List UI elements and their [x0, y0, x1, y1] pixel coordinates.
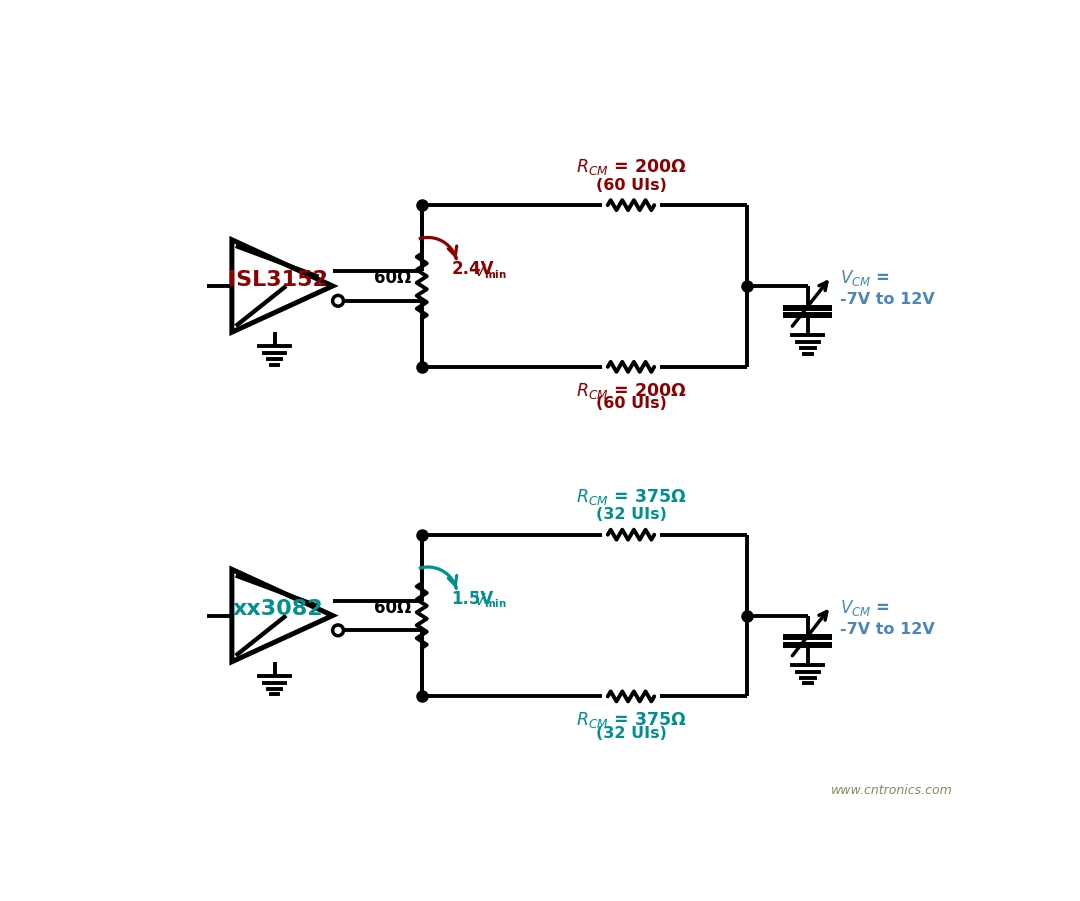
- Text: ISL3152: ISL3152: [229, 269, 328, 290]
- Text: 60Ω: 60Ω: [374, 599, 410, 617]
- Text: $V_{\bf min}$: $V_{\bf min}$: [474, 262, 508, 280]
- Text: (60 UIs): (60 UIs): [595, 177, 666, 193]
- Text: 60Ω: 60Ω: [374, 269, 410, 287]
- Text: 1.5V: 1.5V: [451, 590, 494, 608]
- Text: -7V to 12V: -7V to 12V: [840, 292, 935, 307]
- Text: $V_{\bf min}$: $V_{\bf min}$: [474, 591, 508, 610]
- Text: $V_{CM}$ =: $V_{CM}$ =: [840, 268, 890, 288]
- Text: $R_{CM}$ = 375Ω: $R_{CM}$ = 375Ω: [576, 710, 687, 730]
- Text: $V_{CM}$ =: $V_{CM}$ =: [840, 598, 890, 618]
- Text: (32 UIs): (32 UIs): [595, 507, 666, 523]
- Text: $R_{CM}$ = 200Ω: $R_{CM}$ = 200Ω: [576, 158, 687, 177]
- Text: -7V to 12V: -7V to 12V: [840, 622, 935, 637]
- Text: (60 UIs): (60 UIs): [595, 396, 666, 411]
- Text: $R_{CM}$ = 200Ω: $R_{CM}$ = 200Ω: [576, 381, 687, 401]
- Text: www.cntronics.com: www.cntronics.com: [831, 784, 953, 797]
- Text: $R_{CM}$ = 375Ω: $R_{CM}$ = 375Ω: [576, 487, 687, 507]
- Text: xx3082: xx3082: [233, 599, 324, 619]
- Text: 2.4V: 2.4V: [451, 260, 494, 278]
- Text: (32 UIs): (32 UIs): [595, 725, 666, 741]
